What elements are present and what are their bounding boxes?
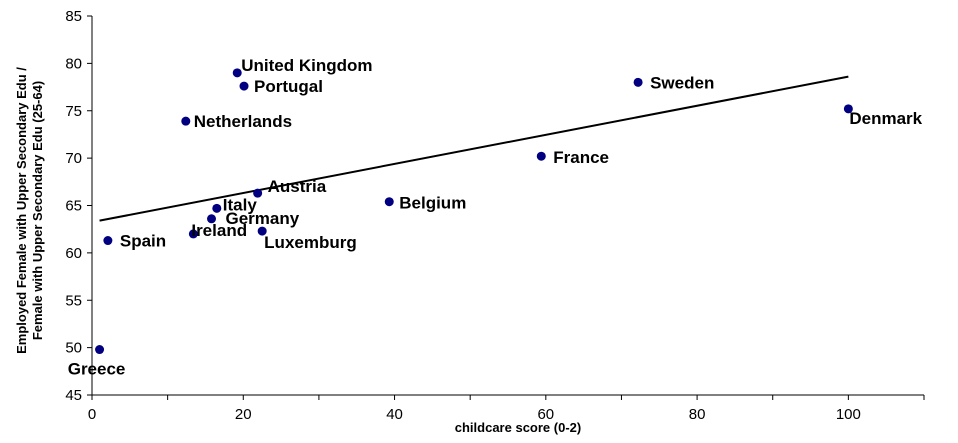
- point-label-sweden: Sweden: [650, 73, 714, 92]
- data-points: [95, 68, 853, 355]
- point-denmark: [843, 104, 853, 114]
- x-tick-label: 80: [689, 406, 706, 423]
- x-tick-label: 0: [88, 406, 96, 423]
- y-axis-ticks: 45 50 55 60 65 70 75 80 85: [65, 8, 92, 404]
- point-label-ireland: Ireland: [191, 221, 247, 240]
- y-tick-label: 70: [65, 150, 82, 167]
- point-label-france: France: [553, 148, 609, 167]
- point-united-kingdom: [232, 68, 242, 78]
- x-axis-title: childcare score (0-2): [455, 420, 581, 435]
- y-tick-label: 65: [65, 198, 82, 215]
- y-axis-title-line: Employed Female with Upper Secondary Edu…: [14, 67, 29, 354]
- point-belgium: [384, 197, 394, 207]
- x-tick-label: 20: [235, 406, 252, 423]
- y-tick-label: 55: [65, 292, 82, 309]
- y-tick-label: 60: [65, 245, 82, 262]
- point-portugal: [239, 81, 249, 91]
- point-label-greece: Greece: [68, 360, 126, 379]
- point-luxemburg: [257, 226, 267, 236]
- y-axis-title: Employed Female with Upper Secondary Edu…: [14, 67, 45, 354]
- point-labels: United Kingdom Portugal Netherlands Sweden D…: [68, 56, 923, 379]
- trendline: [99, 75, 849, 222]
- point-label-portugal: Portugal: [254, 77, 323, 96]
- point-label-germany: Germany: [226, 209, 300, 228]
- point-label-italy: Italy: [223, 195, 258, 214]
- point-spain: [103, 236, 113, 246]
- y-tick-label: 80: [65, 55, 82, 72]
- point-label-austria: Austria: [268, 177, 327, 196]
- y-tick-label: 85: [65, 8, 82, 25]
- point-label-united-kingdom: United Kingdom: [241, 56, 372, 75]
- point-label-denmark: Denmark: [849, 109, 922, 128]
- point-label-luxemburg: Luxemburg: [264, 233, 357, 252]
- y-tick-label: 75: [65, 103, 82, 120]
- point-sweden: [633, 77, 643, 87]
- y-tick-label: 45: [65, 387, 82, 404]
- point-label-belgium: Belgium: [399, 194, 466, 213]
- point-netherlands: [181, 116, 191, 126]
- y-tick-label: 50: [65, 340, 82, 357]
- point-label-spain: Spain: [120, 232, 166, 251]
- point-label-netherlands: Netherlands: [194, 112, 292, 131]
- x-tick-label: 40: [386, 406, 403, 423]
- point-greece: [95, 345, 105, 355]
- point-italy: [212, 203, 222, 213]
- point-germany: [207, 214, 217, 224]
- point-ireland: [188, 229, 198, 239]
- point-austria: [253, 188, 263, 198]
- x-axis-ticks: 0 20 40 60 80 100: [88, 395, 925, 423]
- x-tick-label: 100: [836, 406, 861, 423]
- x-tick-label: 60: [537, 406, 554, 423]
- point-france: [536, 151, 546, 161]
- y-axis-title-line: Female with Upper Secondary Edu (25-64): [30, 81, 45, 340]
